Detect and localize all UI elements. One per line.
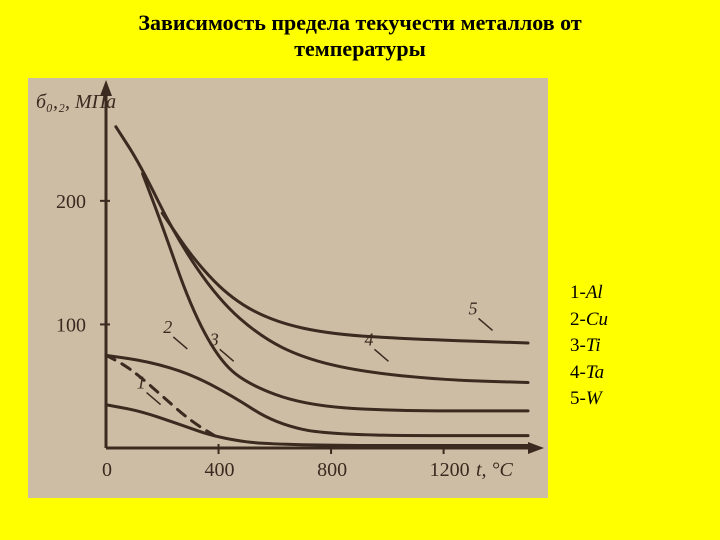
yield-chart: 0 400 800 1200 100 200 б₀,₂, МПа t, °C 1 2 3 4 5 <box>28 78 548 498</box>
svg-text:б₀,₂, МПа: б₀,₂, МПа <box>36 91 116 113</box>
svg-text:1: 1 <box>137 373 146 393</box>
svg-text:200: 200 <box>56 191 86 213</box>
legend-item: 3-Ti <box>570 333 608 360</box>
legend: 1-Al 2-Cu 3-Ti 4-Ta 5-W <box>570 280 608 413</box>
svg-text:3: 3 <box>209 329 219 349</box>
svg-text:5: 5 <box>469 298 478 318</box>
legend-item: 5-W <box>570 386 608 413</box>
svg-text:0: 0 <box>102 459 112 481</box>
legend-item: 4-Ta <box>570 360 608 387</box>
svg-text:1200: 1200 <box>430 459 470 481</box>
legend-item: 2-Cu <box>570 307 608 334</box>
legend-item: 1-Al <box>570 280 608 307</box>
svg-text:100: 100 <box>56 314 86 336</box>
svg-text:800: 800 <box>317 459 347 481</box>
svg-text:400: 400 <box>205 459 235 481</box>
title-line1: Зависимость предела текучести металлов о… <box>138 10 581 35</box>
svg-text:4: 4 <box>364 329 373 349</box>
title-line2: температуры <box>294 36 426 61</box>
slide-title: Зависимость предела текучести металлов о… <box>0 0 720 66</box>
svg-text:2: 2 <box>163 317 172 337</box>
chart-container: 0 400 800 1200 100 200 б₀,₂, МПа t, °C 1 2 3 4 5 <box>28 78 548 498</box>
svg-text:t, °C: t, °C <box>476 459 514 481</box>
